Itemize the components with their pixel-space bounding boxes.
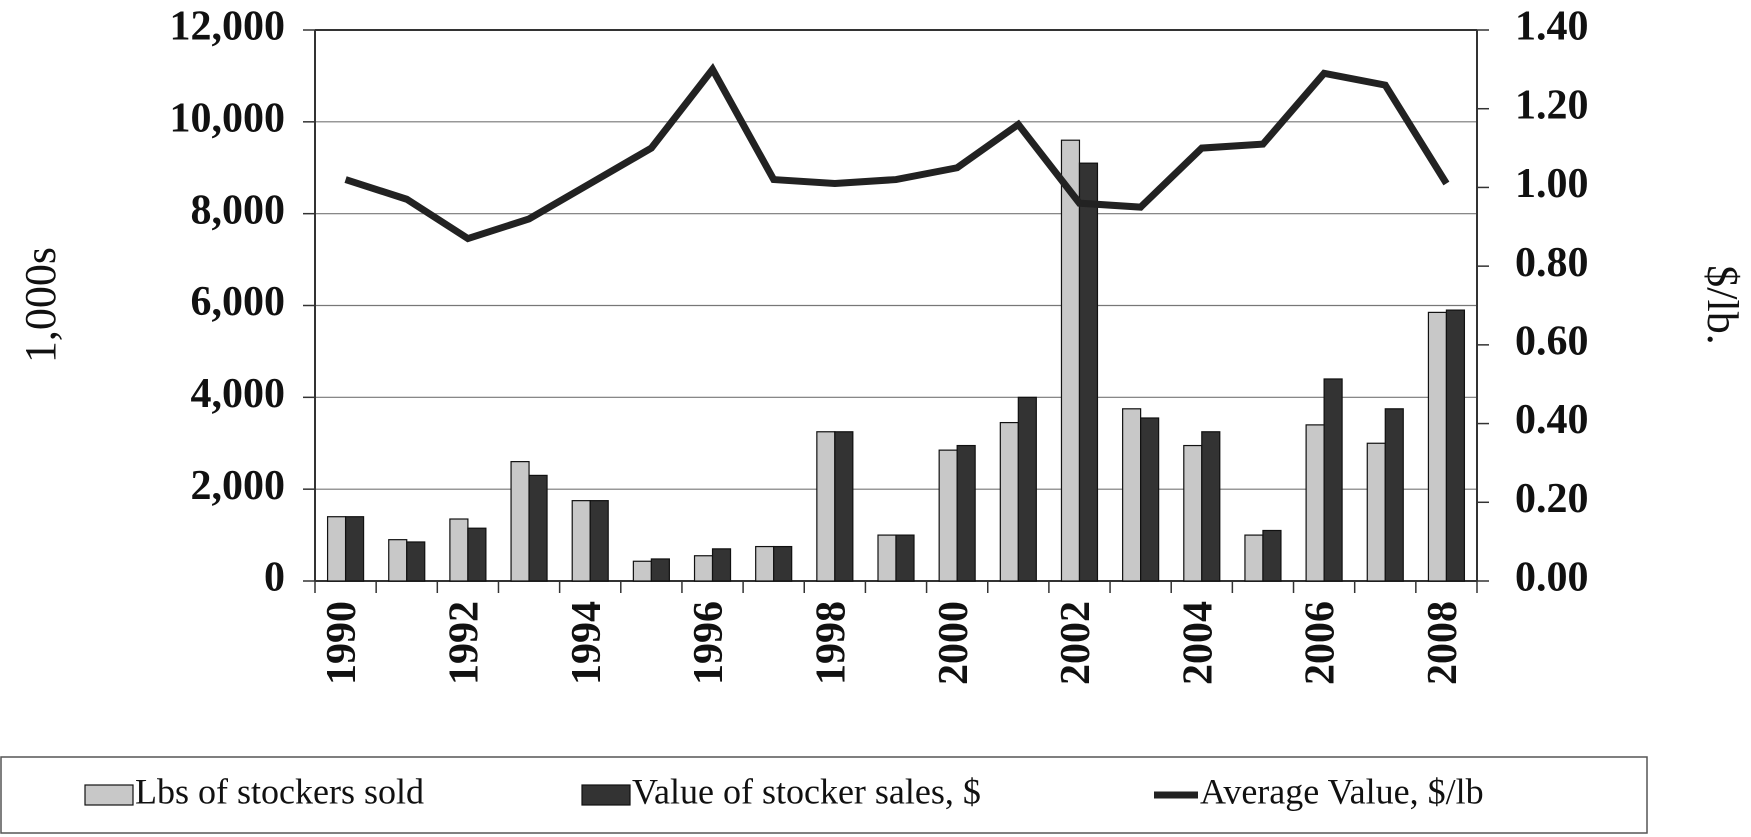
x-tick-label: 1998: [808, 601, 854, 685]
y2-tick-label: 1.00: [1515, 161, 1589, 207]
bar: [1384, 408, 1404, 582]
line: [344, 63, 1450, 243]
x-tick-label: 2004: [1175, 601, 1221, 685]
x-tick-label: 2000: [931, 601, 977, 685]
y2-tick-label: 1.40: [1515, 4, 1589, 50]
y-tick-label: 10,000: [170, 95, 286, 141]
y2-tick-label: 1.20: [1515, 82, 1589, 128]
bar: [1366, 442, 1386, 582]
y2-tick-label: 0.00: [1515, 555, 1589, 601]
bar: [816, 431, 836, 582]
bar: [1140, 417, 1160, 582]
x-tick-label: 1990: [319, 601, 365, 685]
bar: [834, 431, 854, 582]
x-tick-label: 2008: [1420, 601, 1466, 685]
y-tick-label: 4,000: [191, 371, 286, 417]
y2-tick-label: 0.20: [1515, 476, 1589, 522]
x-tick-label: 1996: [686, 601, 732, 685]
bar: [711, 548, 732, 582]
bar: [326, 516, 347, 582]
bar: [938, 449, 958, 582]
bar: [449, 518, 469, 582]
bar: [877, 534, 897, 582]
y-axis-title: 1,000s: [16, 247, 65, 363]
bar: [344, 516, 365, 582]
y2-tick-label: 0.80: [1515, 240, 1589, 286]
x-tick-label: 1994: [564, 601, 610, 685]
bar: [1427, 311, 1448, 582]
bar: [467, 527, 487, 582]
bar: [1060, 139, 1081, 582]
x-tick-label: 1992: [442, 601, 488, 685]
bar: [1201, 431, 1221, 582]
legend-swatch: [84, 784, 134, 806]
bar: [999, 421, 1019, 582]
bar: [510, 461, 530, 582]
bar: [1244, 534, 1264, 582]
legend-box: [0, 756, 1648, 834]
bar: [1262, 529, 1282, 582]
bar: [571, 500, 591, 582]
y2-tick-label: 0.60: [1515, 318, 1589, 364]
legend-label: Value of stocker sales, $: [632, 771, 981, 811]
bar: [528, 474, 548, 582]
bar: [693, 555, 714, 582]
y-tick-label: 2,000: [191, 463, 286, 509]
bar: [1017, 396, 1037, 582]
bar: [1445, 309, 1466, 582]
bar: [1183, 444, 1203, 582]
bar: [1305, 424, 1325, 582]
y2-axis-title: $/lb.: [1698, 265, 1747, 344]
x-tick-label: 2006: [1298, 601, 1344, 685]
x-tick-label: 2002: [1053, 601, 1099, 685]
bar: [895, 534, 915, 582]
bar: [406, 541, 426, 582]
bar: [388, 539, 408, 582]
bar: [755, 545, 775, 582]
y-tick-label: 0: [264, 555, 285, 601]
legend-label: Average Value, $/lb: [1200, 771, 1484, 811]
y-tick-label: 12,000: [170, 4, 286, 50]
bar: [1323, 378, 1343, 582]
bar: [1078, 162, 1099, 582]
bar: [632, 560, 652, 582]
bar: [773, 545, 793, 582]
y-tick-label: 8,000: [191, 187, 286, 233]
legend-swatch: [581, 784, 631, 806]
legend-label: Lbs of stockers sold: [135, 771, 424, 811]
y2-tick-label: 0.40: [1515, 397, 1589, 443]
bar: [956, 444, 976, 582]
bar: [589, 500, 609, 582]
bar: [650, 558, 670, 582]
bar: [1122, 408, 1142, 582]
y-tick-label: 6,000: [191, 279, 286, 325]
